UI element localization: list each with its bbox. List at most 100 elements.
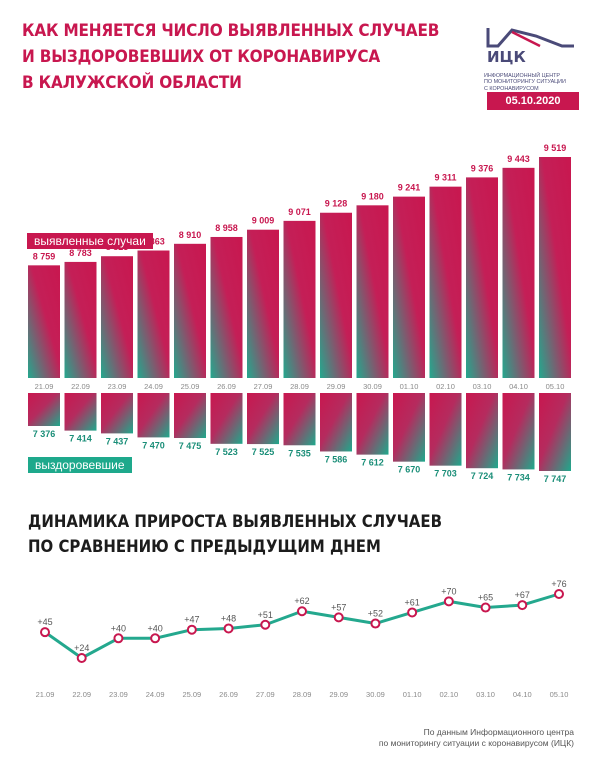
detected-bar [137,250,170,378]
line-date-tick-label: 21.09 [36,690,55,699]
dynamics-title-line-2: по сравнению с предыдущим днем [28,537,381,557]
ick-logo: ИЦК Информационный центр по мониторингу … [484,22,580,92]
recovered-value-label: 7 724 [471,471,494,481]
growth-point [554,589,564,599]
growth-value-label: +52 [368,609,383,619]
detected-value-label: 9 443 [507,154,530,164]
growth-value-label: +45 [37,617,52,627]
detected-bar [539,157,571,378]
growth-point [223,623,234,634]
recovered-value-label: 7 437 [106,436,129,446]
recovered-value-label: 7 747 [544,474,567,484]
line-date-tick-label: 25.09 [182,690,201,699]
legend-detected: выявленные случаи [27,233,153,249]
date-tick-label: 24.09 [144,382,163,391]
main-title-line-3: в Калужской области [22,73,242,93]
recovered-bar [429,393,462,466]
detected-value-label: 8 958 [215,223,238,233]
detected-value-label: 9 128 [325,199,348,209]
date-tick-label: 30.09 [363,382,382,391]
detected-value-label: 8 759 [33,251,56,261]
logo-caption-line-2: по мониторингу ситуации [484,79,566,86]
recovered-value-label: 7 586 [325,454,348,464]
detected-bar [174,243,206,378]
growth-value-label: +62 [294,596,309,606]
growth-value-label: +57 [331,602,346,612]
logo-caption: Информационный центр по мониторингу ситу… [484,73,580,92]
line-date-tick-label: 01.10 [403,690,422,699]
date-tick-label: 03.10 [473,382,492,391]
recovered-bar [393,393,425,462]
detected-bar [28,265,60,378]
detected-value-label: 9 311 [434,173,456,183]
recovered-value-label: 7 703 [434,469,457,479]
detected-bar [283,220,316,378]
date-tick-label: 04.10 [509,382,528,391]
date-tick-label: 21.09 [35,382,54,391]
growth-point [76,653,87,663]
growth-value-label: +24 [74,643,89,653]
date-tick-label: 27.09 [254,382,273,391]
recovered-value-label: 7 535 [288,448,311,458]
recovered-bar [174,393,206,439]
date-tick-label: 22.09 [71,382,90,391]
source-line-2: по мониторингу ситуации с коронавирусом … [378,738,574,748]
growth-value-label: +47 [184,615,199,625]
date-tick-label: 28.09 [290,382,309,391]
recovered-value-label: 7 523 [215,447,238,457]
line-date-tick-label: 26.09 [219,690,238,699]
line-date-tick-label: 27.09 [256,690,275,699]
growth-value-label: +48 [221,613,236,623]
recovered-bar [502,393,535,470]
detected-bar [466,177,498,378]
detected-value-label: 8 863 [142,237,165,247]
date-tick-label: 02.10 [436,382,455,391]
detected-value-label: 8 910 [179,230,202,240]
line-date-tick-label: 04.10 [513,690,532,699]
recovered-value-label: 7 734 [507,472,530,482]
recovered-value-label: 7 376 [33,429,56,439]
growth-value-label: +51 [258,610,273,620]
date-tick-label: 26.09 [217,382,236,391]
growth-point [40,627,50,638]
logo-abbr: ИЦК [487,48,526,66]
date-tick-label: 01.10 [400,382,419,391]
main-title-line-1: Как меняется число выявленных случаев [22,21,440,41]
line-date-tick-label: 22.09 [72,690,91,699]
recovered-bar [539,393,571,471]
date-badge: 05.10.2020 [487,92,579,110]
source-note: По данным Информационного центра по мони… [379,727,574,749]
main-title-line-2: и выздоровевших от коронавируса [22,47,381,67]
growth-value-label: +40 [111,623,126,633]
recovered-value-label: 7 670 [398,465,421,475]
recovered-value-label: 7 414 [69,434,92,444]
growth-point [333,612,344,623]
growth-value-label: +67 [515,590,530,600]
recovered-bar [101,393,133,434]
line-date-tick-label: 02.10 [439,690,458,699]
growth-point [443,596,454,607]
dynamics-title-line-1: Динамика прироста выявленных случаев [28,512,443,532]
detected-bar [210,236,243,378]
recovered-bar [64,393,97,431]
detected-value-label: 9 180 [361,191,384,201]
recovered-value-label: 7 525 [252,447,275,457]
main-title: Как меняется число выявленных случаев и … [22,18,440,96]
recovered-bar [356,393,389,455]
recovered-bar [283,393,316,446]
recovered-value-label: 7 612 [361,458,384,468]
detected-bar [101,256,133,378]
growth-value-label: +61 [405,597,420,607]
line-date-tick-label: 30.09 [366,690,385,699]
growth-value-label: +65 [478,593,493,603]
growth-point [517,600,528,611]
date-tick-label: 05.10 [546,382,565,391]
line-date-tick-label: 28.09 [293,690,312,699]
growth-point [480,602,491,613]
recovered-bar [466,393,498,469]
recovered-value-label: 7 470 [142,440,165,450]
growth-value-label: +70 [441,586,456,596]
detected-value-label: 9 376 [471,163,494,173]
line-date-tick-label: 23.09 [109,690,128,699]
recovered-value-label: 7 475 [179,441,202,451]
